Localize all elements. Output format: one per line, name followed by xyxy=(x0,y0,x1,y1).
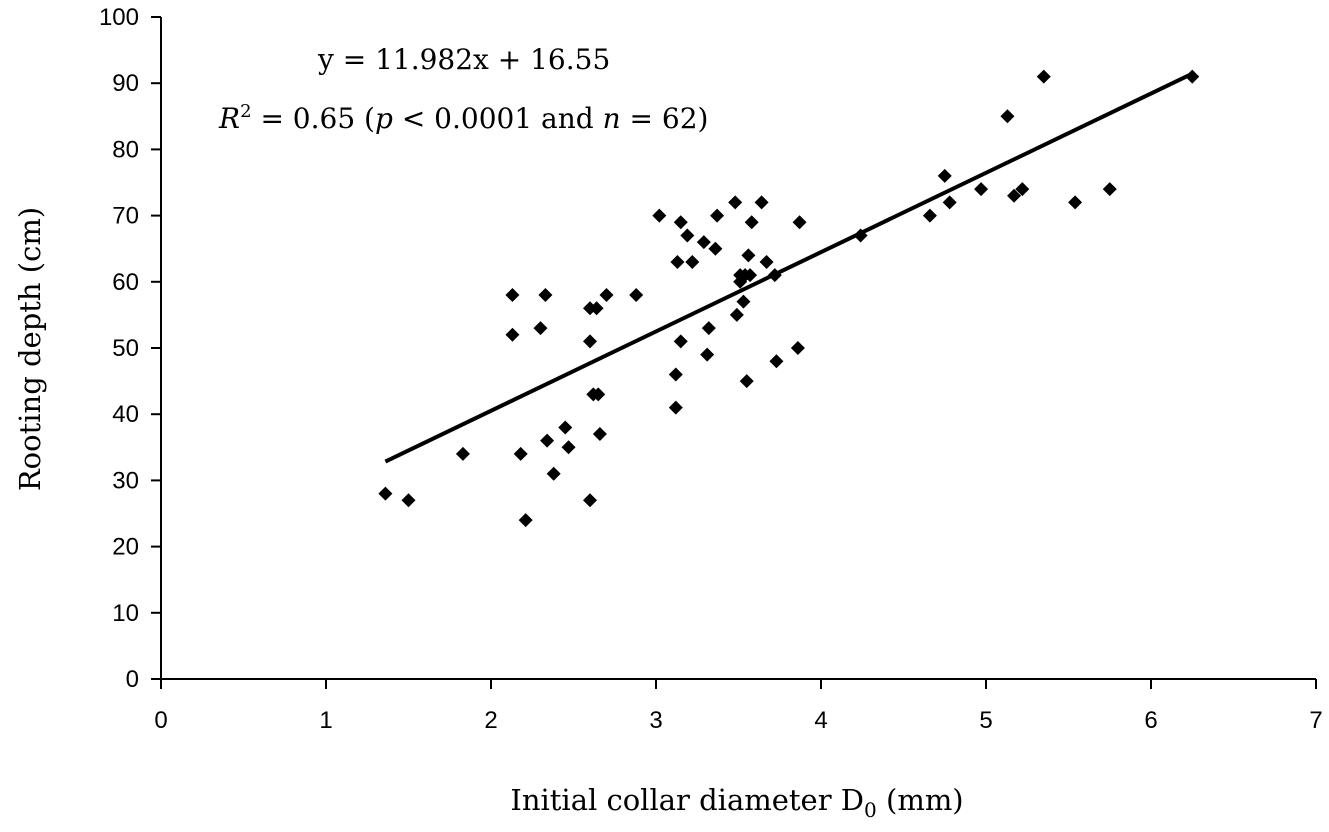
data-point xyxy=(708,241,723,256)
data-point xyxy=(680,228,695,243)
data-point xyxy=(533,321,548,336)
data-point xyxy=(378,486,393,501)
data-point xyxy=(505,288,520,303)
data-point xyxy=(769,354,784,369)
data-point xyxy=(1068,195,1083,210)
y-axis-title: Rooting depth (cm) xyxy=(13,207,47,491)
data-point xyxy=(583,493,597,508)
data-point xyxy=(736,294,751,309)
data-point xyxy=(937,168,952,183)
data-point xyxy=(561,440,576,455)
data-point xyxy=(741,248,756,263)
r2-value: = 0.65 ( xyxy=(252,102,375,135)
data-point xyxy=(673,215,688,230)
y-tick-label: 80 xyxy=(112,136,139,163)
x-tick-label: 3 xyxy=(649,707,662,734)
data-point xyxy=(1185,69,1200,84)
data-point xyxy=(701,321,716,336)
data-point xyxy=(513,446,528,461)
data-point xyxy=(1036,69,1051,84)
data-point xyxy=(1102,182,1117,197)
data-point xyxy=(739,374,754,389)
data-point xyxy=(754,195,769,210)
x-tick-label: 6 xyxy=(1144,707,1157,734)
data-point xyxy=(583,334,597,349)
data-point xyxy=(558,420,573,435)
data-point xyxy=(922,208,937,223)
data-point xyxy=(1007,188,1022,203)
data-point xyxy=(729,307,744,322)
data-point xyxy=(518,513,533,528)
y-tick-label: 0 xyxy=(126,666,139,693)
x-tick-label: 5 xyxy=(979,707,992,734)
data-point xyxy=(589,301,604,316)
n-symbol: n xyxy=(603,102,621,135)
r2-superscript: 2 xyxy=(240,101,251,122)
p-value: < 0.0001 and xyxy=(393,102,603,135)
trendline xyxy=(384,71,1194,464)
y-tick-label: 50 xyxy=(112,335,139,362)
data-point xyxy=(790,341,805,355)
x-tick-label: 0 xyxy=(154,707,167,734)
y-tick-label: 70 xyxy=(112,203,139,230)
data-point xyxy=(743,268,758,283)
data-point xyxy=(853,228,868,243)
data-point xyxy=(599,288,614,303)
trendline-line xyxy=(384,71,1194,464)
n-value: = 62) xyxy=(621,102,709,135)
y-tick-label: 60 xyxy=(112,269,139,296)
data-point xyxy=(546,466,561,481)
y-tick-label: 30 xyxy=(112,467,139,494)
data-point xyxy=(792,215,807,230)
data-point xyxy=(592,427,607,442)
y-tick-label: 100 xyxy=(99,4,139,31)
data-point xyxy=(591,387,606,402)
r2-symbol: R xyxy=(218,102,240,135)
data-point xyxy=(401,493,416,508)
data-point xyxy=(700,347,715,362)
trendline-equation: y = 11.982x + 16.55 xyxy=(317,43,610,76)
p-symbol: p xyxy=(375,102,393,135)
data-point xyxy=(759,254,774,269)
data-point xyxy=(974,182,989,197)
data-point xyxy=(505,327,520,342)
data-points xyxy=(378,69,1200,528)
x-axis-title: Initial collar diameter D0 (mm) xyxy=(510,783,963,822)
x-axis: 0 1 2 3 4 5 6 7 xyxy=(154,678,1323,734)
data-point xyxy=(685,254,700,269)
data-point xyxy=(455,446,470,461)
data-point xyxy=(668,367,683,382)
data-point xyxy=(673,334,688,349)
data-point xyxy=(652,208,667,223)
x-tick-label: 1 xyxy=(319,707,332,734)
data-point xyxy=(670,254,685,269)
y-axis: 0 10 20 30 40 50 60 70 80 90 100 xyxy=(99,4,162,693)
y-tick-label: 10 xyxy=(112,600,139,627)
data-point xyxy=(710,208,725,223)
data-point xyxy=(744,215,759,230)
y-tick-label: 20 xyxy=(112,534,139,561)
data-point xyxy=(767,268,782,283)
x-tick-label: 7 xyxy=(1309,707,1322,734)
data-point xyxy=(696,235,711,250)
data-point xyxy=(629,288,644,303)
data-point xyxy=(540,433,555,448)
data-point xyxy=(668,400,683,415)
r-squared-annotation: R2 = 0.65 (p < 0.0001 and n = 62) xyxy=(218,101,708,135)
y-tick-label: 90 xyxy=(112,70,139,97)
data-point xyxy=(728,195,743,210)
x-tick-label: 2 xyxy=(484,707,497,734)
data-point xyxy=(1000,109,1015,124)
y-tick-label: 40 xyxy=(112,401,139,428)
data-point xyxy=(538,288,553,303)
x-tick-label: 4 xyxy=(814,707,827,734)
data-point xyxy=(1015,182,1030,197)
data-point xyxy=(942,195,957,210)
